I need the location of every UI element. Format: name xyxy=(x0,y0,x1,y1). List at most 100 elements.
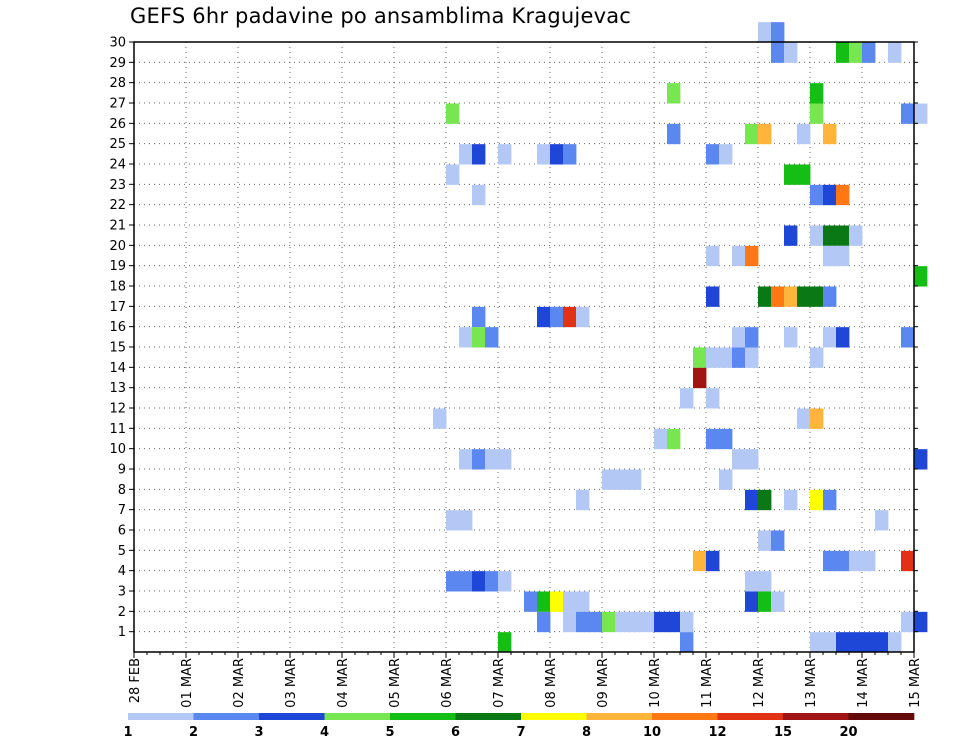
precip-cell xyxy=(784,489,798,511)
precip-cell xyxy=(472,306,486,328)
precip-cell xyxy=(784,327,798,348)
precip-cell xyxy=(498,571,512,592)
precip-cell xyxy=(810,632,824,653)
precip-cell xyxy=(537,591,551,612)
precip-cell xyxy=(849,632,863,653)
precip-cell xyxy=(914,103,928,124)
x-tick-label: 09 MAR xyxy=(596,658,611,708)
x-tick-label: 08 MAR xyxy=(544,658,559,708)
colorbar-label: 15 xyxy=(774,725,792,740)
precip-cell xyxy=(537,611,551,633)
precip-cell xyxy=(576,489,590,511)
precip-cell xyxy=(446,510,460,531)
colorbar-segment xyxy=(521,713,587,720)
precip-cell xyxy=(719,347,733,368)
precip-cell xyxy=(732,449,746,470)
precip-cell xyxy=(550,591,564,612)
colorbar-label: 2 xyxy=(189,725,198,740)
precip-cell xyxy=(836,327,850,348)
y-tick-label: 29 xyxy=(109,56,126,71)
precip-cell xyxy=(719,469,733,490)
precip-cell xyxy=(758,22,772,43)
precip-cell xyxy=(641,611,655,633)
precip-cell xyxy=(758,489,772,511)
precip-cell xyxy=(680,611,694,633)
precip-cell xyxy=(758,591,772,612)
precip-cell xyxy=(472,184,486,206)
precip-cell xyxy=(485,571,499,592)
y-tick-label: 18 xyxy=(109,280,126,295)
precip-cell xyxy=(667,428,681,450)
precip-cell xyxy=(576,591,590,612)
precip-cell xyxy=(654,611,668,633)
x-tick-label: 14 MAR xyxy=(856,658,871,708)
y-tick-label: 4 xyxy=(118,564,126,579)
precip-cell xyxy=(719,144,733,165)
precip-cell xyxy=(602,611,616,633)
precip-cell xyxy=(433,408,447,429)
colorbar-label: 6 xyxy=(451,725,460,740)
precip-cell xyxy=(485,449,499,470)
precip-cell xyxy=(459,571,473,592)
precip-cell xyxy=(576,611,590,633)
precip-cell xyxy=(862,550,876,572)
y-tick-label: 7 xyxy=(118,503,126,518)
precip-cell xyxy=(706,428,720,450)
colorbar-segment xyxy=(848,713,915,720)
precip-cell xyxy=(563,144,577,165)
precip-cell xyxy=(914,449,928,470)
precip-cell xyxy=(888,632,902,653)
y-tick-label: 9 xyxy=(118,463,126,478)
colorbar-segment xyxy=(193,713,260,720)
precip-cell xyxy=(602,469,616,490)
precip-cell xyxy=(680,388,694,409)
precip-cell xyxy=(615,611,629,633)
colorbar-label: 1 xyxy=(123,725,132,740)
y-tick-label: 22 xyxy=(109,198,126,213)
precip-cell xyxy=(810,225,824,246)
precip-cell xyxy=(784,225,798,246)
precip-cell xyxy=(901,327,915,348)
precip-cell xyxy=(563,591,577,612)
precip-cell xyxy=(693,550,707,572)
y-tick-label: 21 xyxy=(109,219,126,234)
colorbar-segment xyxy=(455,713,522,720)
precip-cell xyxy=(758,286,772,307)
precip-cell xyxy=(797,164,811,185)
precip-cell xyxy=(563,306,577,328)
precip-cell xyxy=(498,632,512,653)
precip-cell xyxy=(589,611,603,633)
precip-cell xyxy=(498,449,512,470)
precip-cell xyxy=(498,144,512,165)
x-tick-label: 06 MAR xyxy=(440,658,455,708)
precip-cell xyxy=(745,489,759,511)
precip-cell xyxy=(784,42,798,63)
precip-cell xyxy=(732,245,746,267)
precip-cell xyxy=(667,83,681,104)
precip-cell xyxy=(836,632,850,653)
precip-cell xyxy=(472,144,486,165)
precip-cell xyxy=(472,571,486,592)
precip-cell xyxy=(784,164,798,185)
precip-cell xyxy=(823,286,837,307)
y-tick-label: 24 xyxy=(109,158,126,173)
precip-cell xyxy=(771,591,785,612)
precip-cell xyxy=(901,550,915,572)
precip-cell xyxy=(745,123,759,145)
precip-cell xyxy=(901,611,915,633)
precip-cell xyxy=(459,449,473,470)
precip-cell xyxy=(706,286,720,307)
precip-cell xyxy=(459,327,473,348)
x-tick-label: 02 MAR xyxy=(232,658,247,708)
precip-cell xyxy=(823,245,837,267)
colorbar-segment xyxy=(128,713,194,720)
precip-cell xyxy=(550,306,564,328)
x-tick-label: 12 MAR xyxy=(752,658,767,708)
precip-cell xyxy=(823,489,837,511)
precip-cell xyxy=(628,611,642,633)
precip-cell xyxy=(706,347,720,368)
y-tick-label: 13 xyxy=(109,381,126,396)
colorbar-segment xyxy=(783,713,849,720)
precip-cell xyxy=(823,550,837,572)
y-tick-label: 27 xyxy=(109,97,126,112)
